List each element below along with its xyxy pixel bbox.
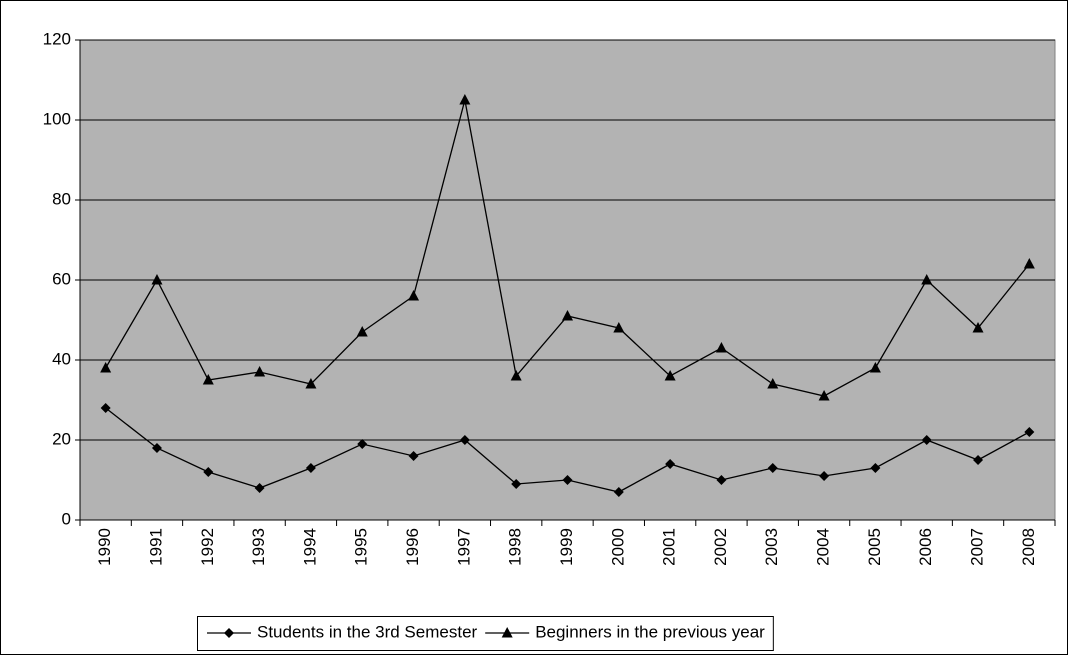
marker	[151, 274, 163, 285]
x-tick-label: 2007	[968, 528, 987, 566]
marker	[224, 628, 234, 638]
x-tick-label: 1990	[95, 528, 114, 566]
y-tick-label: 100	[43, 109, 71, 128]
x-tick-label: 2003	[762, 528, 781, 566]
y-tick-label: 0	[62, 509, 71, 528]
x-tick-label: 1992	[198, 528, 217, 566]
marker	[973, 455, 984, 465]
y-tick-label: 20	[52, 429, 71, 448]
legend-label: Beginners in the previous year	[535, 622, 765, 641]
marker	[501, 627, 513, 638]
marker	[100, 403, 111, 413]
x-tick-label: 1991	[146, 528, 165, 566]
marker	[613, 487, 624, 497]
marker	[202, 374, 214, 385]
x-tick-label: 1994	[300, 528, 319, 566]
marker	[870, 463, 881, 473]
marker	[203, 467, 214, 477]
marker	[921, 274, 933, 285]
marker	[511, 479, 522, 489]
marker	[305, 378, 317, 389]
x-tick-label: 2000	[608, 528, 627, 566]
marker	[510, 370, 522, 381]
x-tick-label: 1997	[454, 528, 473, 566]
marker	[562, 475, 573, 485]
marker	[767, 463, 778, 473]
x-tick-label: 2005	[865, 528, 884, 566]
x-tick-label: 2001	[660, 528, 679, 566]
marker	[151, 443, 162, 453]
marker	[613, 322, 625, 333]
marker	[819, 471, 830, 481]
legend-label: Students in the 3rd Semester	[257, 622, 478, 641]
marker	[100, 362, 112, 373]
marker	[716, 475, 727, 485]
marker	[1023, 258, 1035, 269]
y-tick-label: 60	[52, 269, 71, 288]
x-tick-label: 1993	[249, 528, 268, 566]
marker	[356, 326, 368, 337]
x-tick-label: 1996	[403, 528, 422, 566]
marker	[562, 310, 573, 321]
marker	[408, 290, 420, 301]
marker	[664, 370, 676, 381]
x-tick-label: 1999	[557, 528, 576, 566]
marker	[408, 451, 419, 461]
marker	[665, 459, 676, 469]
x-tick-label: 2008	[1019, 528, 1038, 566]
marker	[818, 390, 830, 401]
y-tick-label: 120	[43, 29, 71, 48]
marker	[305, 463, 316, 473]
marker	[254, 483, 265, 493]
marker	[459, 435, 470, 445]
marker	[972, 322, 984, 333]
marker	[254, 366, 266, 377]
marker	[459, 94, 471, 105]
x-tick-label: 1995	[352, 528, 371, 566]
y-tick-label: 80	[52, 189, 71, 208]
marker	[357, 439, 368, 449]
x-tick-label: 2002	[711, 528, 730, 566]
marker	[869, 362, 881, 373]
marker	[767, 378, 779, 389]
x-tick-label: 2006	[916, 528, 935, 566]
y-tick-label: 40	[52, 349, 71, 368]
marker	[921, 435, 932, 445]
marker	[715, 342, 727, 353]
x-tick-label: 2004	[814, 528, 833, 566]
x-tick-label: 1998	[506, 528, 525, 566]
marker	[1024, 427, 1035, 437]
